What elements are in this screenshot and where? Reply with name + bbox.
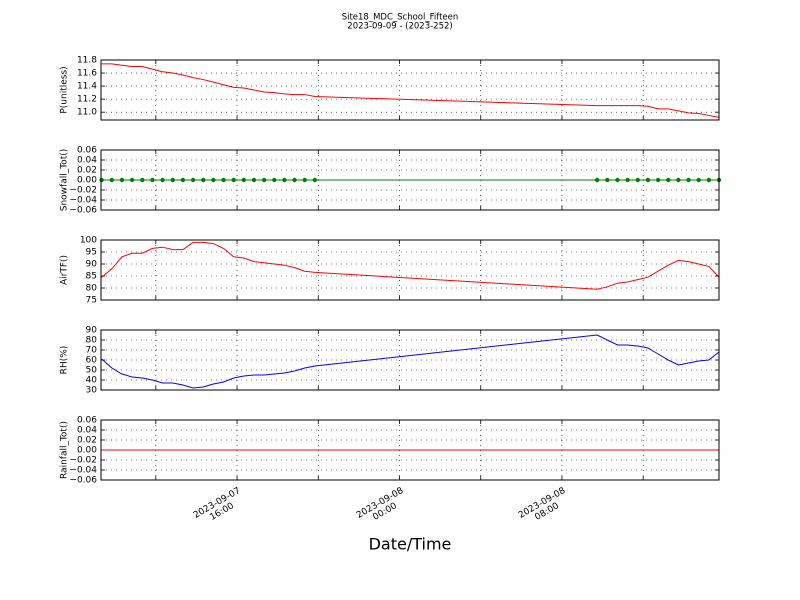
plot-frame <box>100 419 720 481</box>
chart-title: Site18_MDC_School_Fifteen <box>342 13 459 23</box>
data-point <box>231 177 236 183</box>
y-tick-label: −0.06 <box>69 206 97 216</box>
data-point <box>686 177 691 183</box>
y-axis-label: P(unitless) <box>60 66 70 113</box>
y-tick-label: 0.06 <box>77 146 97 156</box>
data-point <box>170 177 175 183</box>
y-tick-label: 0.02 <box>77 436 97 446</box>
data-point <box>211 177 216 183</box>
y-tick-label: 95 <box>86 248 97 258</box>
y-tick-label: 0.04 <box>77 156 97 166</box>
y-tick-label: 0.02 <box>77 166 97 176</box>
data-point <box>180 177 186 183</box>
y-tick-label: 80 <box>86 284 98 294</box>
data-point <box>190 177 196 183</box>
plot-frame <box>100 59 720 121</box>
y-tick-label: 30 <box>86 386 98 396</box>
y-tick-label: −0.02 <box>69 186 97 196</box>
y-tick-label: −0.02 <box>69 456 97 466</box>
y-tick-label: 0.06 <box>77 416 97 426</box>
y-tick-label: 11.4 <box>77 82 97 92</box>
y-tick-label: 11.0 <box>77 108 97 118</box>
y-axis-label: Snowfall_Tot() <box>60 149 70 212</box>
y-axis-label: RH(%) <box>60 346 70 375</box>
data-point <box>615 177 620 183</box>
y-tick-label: 0.00 <box>77 176 97 186</box>
data-point <box>251 177 257 183</box>
data-point <box>292 177 297 183</box>
y-tick-label: 80 <box>86 336 98 346</box>
x-axis-label: Date/Time <box>369 535 452 554</box>
data-line <box>101 334 720 389</box>
y-tick-label: −0.04 <box>69 466 97 476</box>
y-tick-label: 85 <box>86 272 97 282</box>
data-point <box>696 177 701 183</box>
y-axis-label: AirTF() <box>60 255 70 285</box>
data-point <box>129 177 135 183</box>
data-point <box>655 177 661 183</box>
data-point <box>221 177 226 183</box>
data-point <box>676 177 681 183</box>
chart-subtitle: 2023-09-09 - (2023-252) <box>347 22 452 32</box>
data-point <box>635 177 640 183</box>
data-point <box>119 177 125 183</box>
y-tick-label: 11.6 <box>77 69 97 79</box>
data-line <box>101 63 720 118</box>
data-point <box>272 177 277 183</box>
y-tick-label: 90 <box>86 260 98 270</box>
y-tick-label: 50 <box>86 366 98 376</box>
y-tick-label: 40 <box>86 376 98 386</box>
y-tick-label: 0.00 <box>77 446 97 456</box>
data-point <box>140 177 145 183</box>
y-axis-label: Rainfall_Tot() <box>60 421 70 479</box>
y-tick-label: 11.8 <box>77 56 97 66</box>
y-tick-label: −0.04 <box>69 196 97 206</box>
data-point <box>261 177 267 183</box>
data-point <box>605 177 610 183</box>
data-point <box>201 177 206 183</box>
y-tick-label: 11.2 <box>77 95 97 105</box>
data-point <box>625 177 630 183</box>
plot-frame <box>100 329 720 391</box>
data-point <box>706 177 712 183</box>
y-tick-label: 70 <box>86 346 98 356</box>
data-point <box>282 177 287 183</box>
data-point <box>312 177 318 183</box>
y-tick-label: 0.04 <box>77 426 97 436</box>
y-tick-label: 60 <box>86 356 98 366</box>
data-point <box>109 177 115 183</box>
y-tick-label: 90 <box>86 326 98 336</box>
data-point <box>645 177 651 183</box>
data-line <box>101 241 720 290</box>
data-point <box>99 177 104 183</box>
plot-frame <box>100 149 720 211</box>
y-tick-label: −0.06 <box>69 476 97 486</box>
data-point <box>160 177 165 183</box>
data-point <box>302 177 307 183</box>
y-tick-label: 100 <box>80 236 97 246</box>
plot-frame <box>100 239 720 301</box>
data-point <box>241 177 247 183</box>
y-tick-label: 75 <box>86 296 97 306</box>
data-point <box>666 177 671 183</box>
data-point <box>150 177 155 183</box>
data-point <box>594 177 600 183</box>
